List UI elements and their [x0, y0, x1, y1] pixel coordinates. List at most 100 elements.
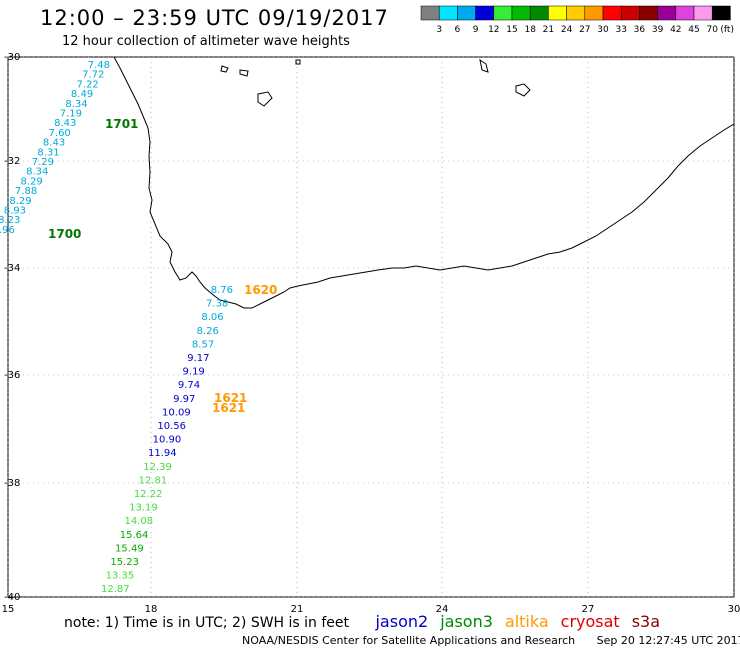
scale-swatch — [639, 5, 658, 21]
wave-height-label: 8.06 — [201, 312, 223, 323]
scale-swatch — [584, 5, 604, 21]
scale-swatch — [529, 5, 549, 21]
coastline — [113, 56, 735, 309]
scale-swatch — [620, 5, 640, 21]
wave-height-label: 9.19 — [183, 367, 205, 378]
scale-swatch — [511, 5, 531, 21]
credit-line: NOAA/NESDIS Center for Satellite Applica… — [242, 634, 740, 647]
lat-tick-label: -36 — [4, 370, 20, 381]
scale-swatch — [438, 5, 458, 21]
wave-height-label: 9.74 — [178, 380, 200, 391]
pass-time-label: 1621 — [212, 401, 245, 415]
wave-height-label: 12.39 — [143, 462, 172, 473]
wave-height-label: 7.48 — [88, 60, 110, 71]
island-4 — [479, 58, 489, 73]
altimeter-track-west: 7.487.727.228.498.347.198.437.608.438.31… — [0, 60, 138, 241]
wave-height-label: 7.38 — [206, 299, 228, 310]
wave-height-label: 7.29 — [32, 157, 54, 168]
wave-height-label: 11.94 — [148, 448, 177, 459]
wave-height-label: 10.09 — [162, 407, 191, 418]
wave-height-label: 8.57 — [192, 339, 214, 350]
island-2 — [239, 69, 249, 77]
satellite-legend-item: jason3 — [440, 612, 493, 631]
scale-swatch — [420, 5, 440, 21]
wave-height-label: 8.29 — [9, 196, 31, 207]
scale-tick-label: 21 — [543, 25, 554, 35]
wave-height-label: 8.43 — [43, 138, 65, 149]
wave-height-label: 12.81 — [139, 475, 168, 486]
wave-height-label: 7.88 — [15, 186, 37, 197]
wave-height-label: 7.22 — [77, 79, 99, 90]
wave-height-label: 15.23 — [110, 557, 139, 568]
wave-height-label: 10.56 — [157, 421, 186, 432]
map-frame — [7, 56, 735, 598]
satellite-legend-item: altika — [504, 612, 549, 631]
scale-tick-label: 15 — [506, 25, 517, 35]
scale-tick-label: 24 — [561, 25, 573, 35]
wave-height-label: 15.64 — [120, 530, 149, 541]
map-grid: 15 18 21 24 27 30 -30 -32 -34 -36 -38 -40 — [2, 52, 740, 615]
pass-time-label: 1700 — [48, 227, 81, 241]
coastline-path — [113, 56, 735, 309]
scale-swatch — [711, 5, 731, 21]
lat-tick-label: -40 — [4, 592, 20, 603]
scale-swatch — [602, 5, 622, 21]
wave-height-label: 10.90 — [153, 435, 182, 446]
satellite-legend-item: cryosat — [560, 612, 620, 631]
map-subtitle: 12 hour collection of altimeter wave hei… — [62, 34, 350, 49]
wave-height-label: 8.96 — [0, 225, 15, 236]
scale-swatch — [475, 5, 495, 21]
wave-height-label: 13.35 — [106, 571, 135, 582]
wave-height-label: 8.31 — [37, 147, 59, 158]
wave-height-label: 8.34 — [65, 99, 87, 110]
scale-swatch — [493, 5, 513, 21]
scale-unit-label: (ft) — [720, 25, 734, 35]
lon-tick-label: 30 — [728, 604, 740, 615]
wave-height-label: 8.43 — [54, 118, 76, 129]
scale-tick-label: 27 — [579, 25, 590, 35]
island-6 — [295, 59, 301, 65]
wave-height-label: 8.23 — [0, 215, 20, 226]
scale-tick-label: 12 — [488, 25, 499, 35]
wave-height-label: 7.72 — [82, 70, 104, 81]
wave-height-label: 7.60 — [49, 128, 71, 139]
lon-tick-label: 15 — [2, 604, 15, 615]
island-5 — [515, 83, 531, 97]
scale-swatch — [675, 5, 695, 21]
wave-height-label: 9.17 — [187, 353, 209, 364]
lat-tick-label: -32 — [4, 156, 20, 167]
scale-tick-label: 3 — [436, 25, 442, 35]
scale-swatch — [657, 5, 677, 21]
scale-tick-label: 9 — [473, 25, 479, 35]
timestamp: Sep 20 12:27:45 UTC 2017 — [596, 634, 740, 647]
footnote: note: 1) Time is in UTC; 2) SWH is in fe… — [64, 612, 672, 631]
lon-tick-label: 18 — [145, 604, 158, 615]
island-3 — [257, 91, 273, 107]
pass-time-label: 1620 — [244, 283, 277, 297]
satellite-legend: jason2 jason3 altika cryosat s3a — [375, 612, 672, 631]
wave-height-label: 8.26 — [197, 326, 219, 337]
wave-height-label: 12.22 — [134, 489, 163, 500]
scale-tick-label: 39 — [652, 25, 664, 35]
scale-tick-label: 33 — [615, 25, 626, 35]
scale-tick-label: 70 — [706, 25, 718, 35]
wave-height-label: 8.29 — [21, 176, 43, 187]
altimeter-track-south: 8.76 7.38 8.06 8.26 8.57 9.17 9.19 9.74 9.97 10.0… — [101, 283, 277, 595]
pass-time-label: 1701 — [105, 117, 138, 131]
lat-tick-label: -34 — [4, 263, 20, 274]
wave-height-label: 7.19 — [60, 109, 82, 120]
scale-tick-label: 42 — [670, 25, 681, 35]
lat-tick-label: -38 — [4, 478, 20, 489]
wave-height-label: 8.34 — [26, 167, 48, 178]
wave-height-label: 8.93 — [4, 206, 26, 217]
wave-height-label: 8.76 — [211, 285, 233, 296]
wave-height-label: 12.87 — [101, 584, 130, 595]
satellite-legend-item: jason2 — [375, 612, 429, 631]
scale-swatch — [548, 5, 567, 21]
scale-tick-label: 36 — [634, 25, 646, 35]
pass-time-label: 1621 — [214, 391, 247, 405]
lon-tick-label: 27 — [582, 604, 595, 615]
wave-height-label: 9.97 — [173, 394, 195, 405]
lon-tick-label: 24 — [436, 604, 449, 615]
